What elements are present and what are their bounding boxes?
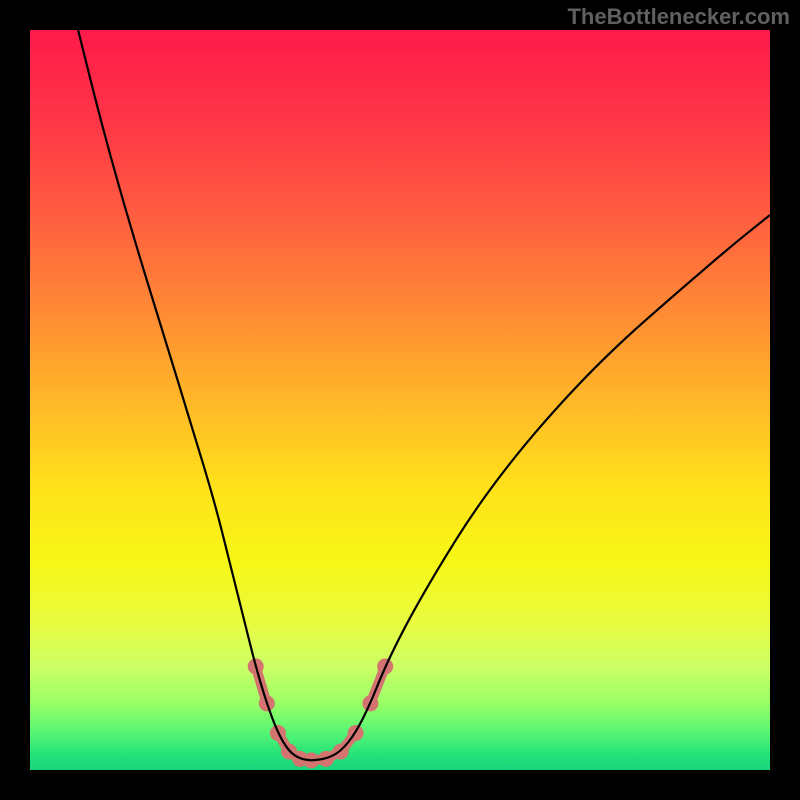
watermark-text: TheBottlenecker.com (567, 4, 790, 30)
chart-background (30, 30, 770, 770)
plot-area (30, 30, 770, 770)
chart-container: TheBottlenecker.com (0, 0, 800, 800)
chart-svg (30, 30, 770, 770)
